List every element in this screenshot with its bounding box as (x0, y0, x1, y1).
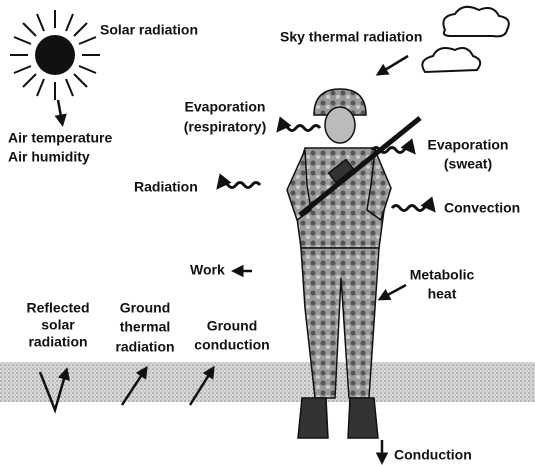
labels: Solar radiation Sky thermal radiation Ai… (8, 22, 520, 463)
label: Reflected (26, 300, 89, 316)
clouds (421, 5, 510, 74)
label: conduction (194, 337, 269, 353)
label: thermal (120, 319, 171, 335)
label: solar (41, 317, 75, 333)
arrows (38, 54, 436, 465)
soldier (286, 88, 422, 439)
label: heat (428, 286, 457, 302)
label: Ground (207, 318, 258, 334)
label: Convection (444, 200, 520, 216)
label: Evaporation (185, 99, 266, 115)
label: (respiratory) (184, 119, 266, 135)
label: Evaporation (428, 137, 509, 153)
label: Ground (120, 300, 171, 316)
label: (sweat) (444, 156, 492, 172)
label: radiation (115, 339, 174, 355)
ground (0, 362, 535, 402)
label: Air humidity (8, 149, 90, 165)
label: Work (190, 262, 225, 278)
label: radiation (28, 334, 87, 350)
sun (10, 10, 100, 100)
label: Solar radiation (100, 22, 198, 38)
label: Metabolic (410, 267, 475, 283)
label: Sky thermal radiation (280, 29, 422, 45)
label: Conduction (394, 447, 472, 463)
label: Radiation (134, 179, 198, 195)
label: Air temperature (8, 130, 112, 146)
